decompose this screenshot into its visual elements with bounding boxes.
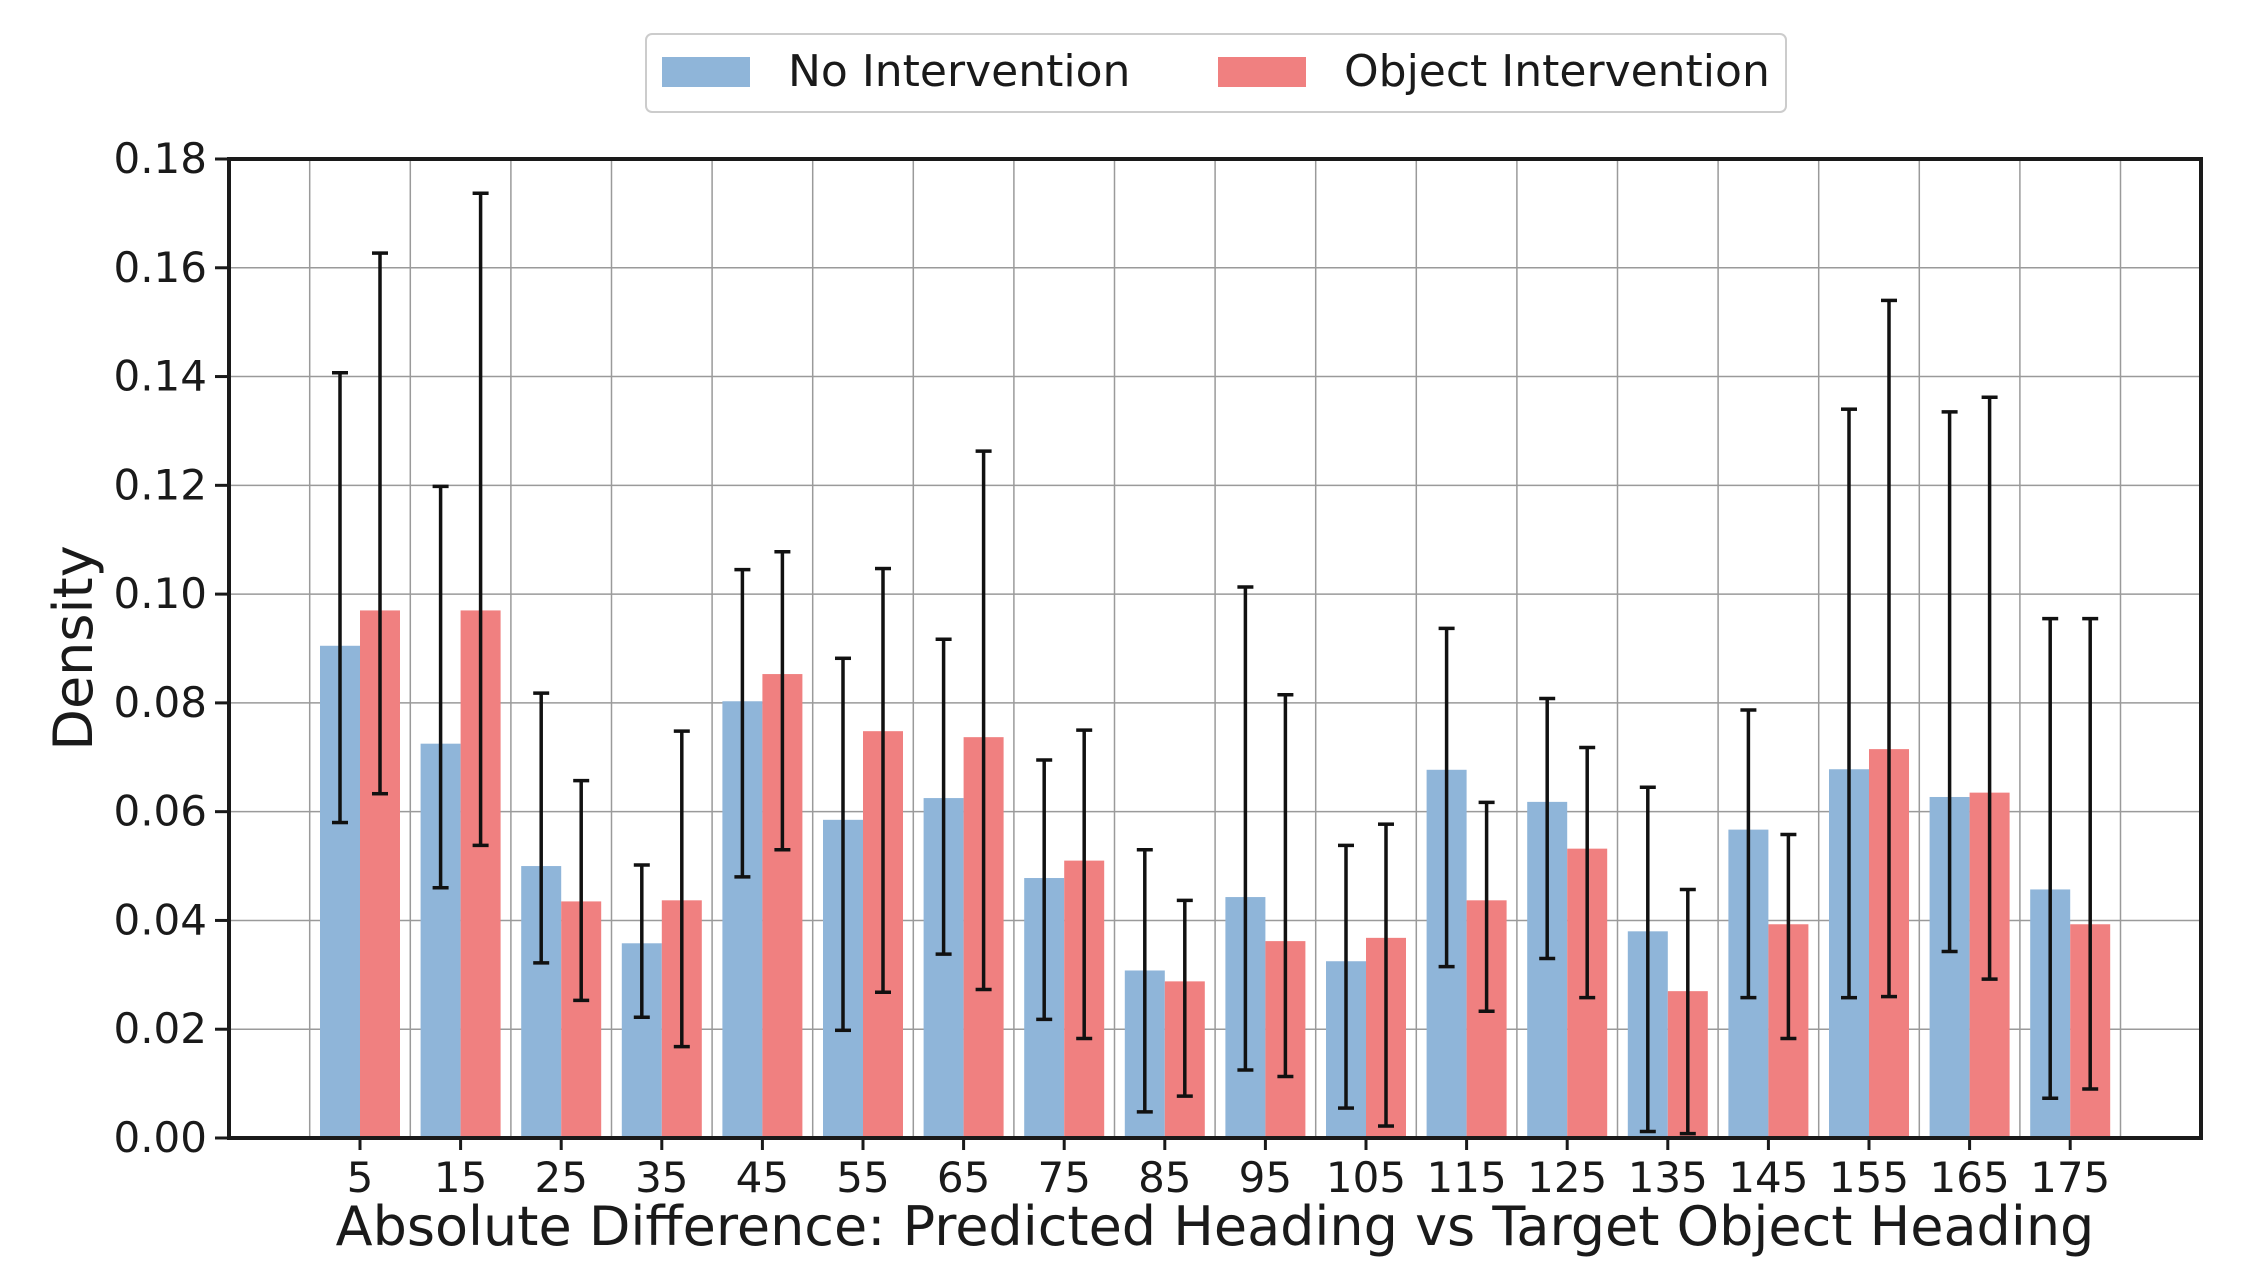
- plot-frame: [227, 157, 2203, 1140]
- x-tick-label: 165: [1930, 1153, 2010, 1202]
- x-tick-label: 95: [1239, 1153, 1292, 1202]
- x-tick-label: 35: [635, 1153, 688, 1202]
- x-tick-label: 125: [1527, 1153, 1607, 1202]
- legend[interactable]: No Intervention Object Intervention: [645, 33, 1787, 113]
- x-axis-title: Absolute Difference: Predicted Heading v…: [336, 1195, 2095, 1258]
- legend-label-object-intervention: Object Intervention: [1344, 46, 1770, 97]
- y-tick-label: 0.06: [113, 787, 207, 836]
- y-tick-label: 0.16: [113, 243, 207, 292]
- grid-layer: [229, 158, 2201, 1139]
- x-tick-label: 105: [1326, 1153, 1406, 1202]
- y-tick-label: 0.14: [113, 352, 207, 401]
- y-tick-label: 0.12: [113, 460, 207, 509]
- error-bars-layer: [332, 191, 2099, 1136]
- x-tick-label: 115: [1427, 1153, 1507, 1202]
- legend-box: [645, 33, 1787, 113]
- legend-swatch-no-intervention: [662, 57, 750, 87]
- x-tick-label: 85: [1138, 1153, 1191, 1202]
- x-tick-label: 5: [347, 1153, 374, 1202]
- legend-swatch-object-intervention: [1218, 57, 1306, 87]
- x-tick-label: 25: [534, 1153, 587, 1202]
- x-tick-label: 15: [434, 1153, 487, 1202]
- y-tick-label: 0.00: [113, 1113, 207, 1162]
- x-tick-label: 45: [736, 1153, 789, 1202]
- x-tick-label: 145: [1728, 1153, 1808, 1202]
- ticks-layer: 0.00 0.02 0.04 0.06 0.08 0.10 0.12 0.14 0.16 0.18…: [113, 134, 2110, 1202]
- y-tick-label: 0.10: [113, 569, 207, 618]
- x-tick-label: 175: [2030, 1153, 2110, 1202]
- x-tick-label: 135: [1628, 1153, 1708, 1202]
- x-tick-label: 65: [937, 1153, 990, 1202]
- y-tick-label: 0.08: [113, 678, 207, 727]
- y-tick-label: 0.02: [113, 1004, 207, 1053]
- x-tick-label: 55: [836, 1153, 889, 1202]
- x-tick-label: 155: [1829, 1153, 1909, 1202]
- x-tick-label: 75: [1037, 1153, 1090, 1202]
- y-tick-label: 0.04: [113, 895, 207, 944]
- y-tick-label: 0.18: [113, 134, 207, 183]
- y-axis-title: Density: [42, 545, 105, 750]
- legend-label-no-intervention: No Intervention: [788, 46, 1130, 97]
